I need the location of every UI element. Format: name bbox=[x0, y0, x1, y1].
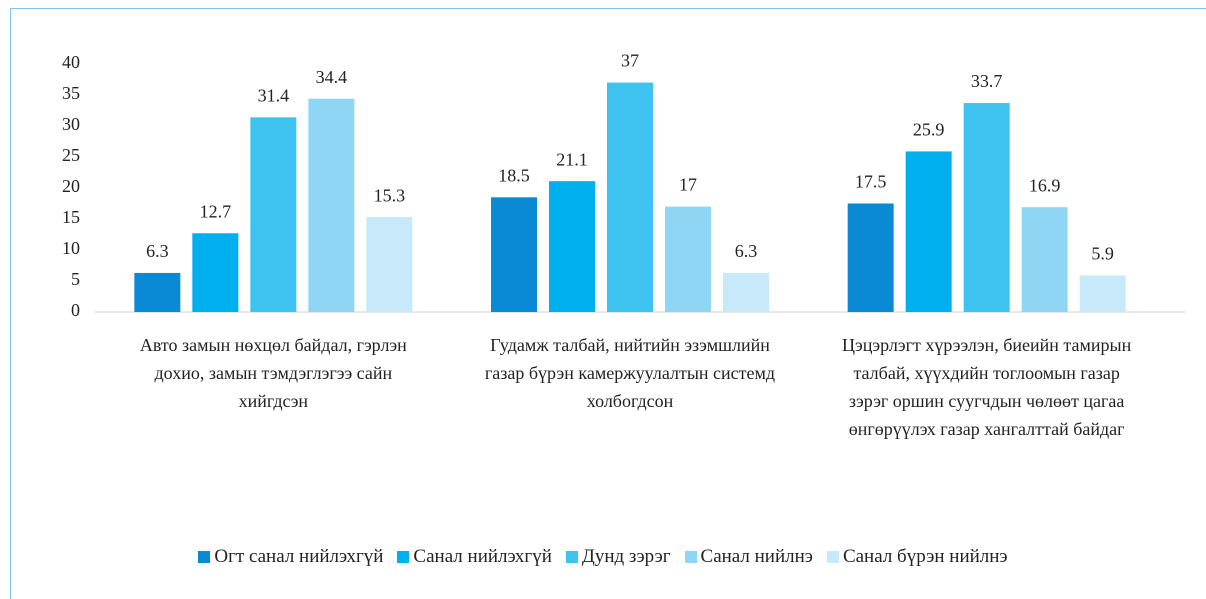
data-label: 16.9 bbox=[1029, 175, 1061, 195]
bar bbox=[665, 206, 711, 312]
bar bbox=[607, 82, 653, 312]
bar bbox=[723, 272, 769, 312]
legend: Огт санал нийлэхгүй Санал нийлэхгүй Дунд з… bbox=[0, 546, 1206, 568]
legend-label: Санал нийлэхгүй bbox=[413, 546, 552, 567]
bar bbox=[308, 98, 355, 312]
bar bbox=[491, 197, 537, 312]
bar bbox=[963, 103, 1010, 312]
legend-swatch bbox=[198, 551, 211, 563]
bar bbox=[847, 203, 894, 312]
legend-label: Санал бүрэн нийлнэ bbox=[842, 546, 1008, 567]
data-label: 17.5 bbox=[855, 172, 887, 192]
bar bbox=[1079, 275, 1126, 312]
legend-swatch bbox=[826, 551, 839, 563]
legend-item: Санал нийлэхгүй bbox=[397, 546, 552, 568]
bar bbox=[366, 217, 413, 312]
bar bbox=[549, 181, 595, 312]
data-label: 17 bbox=[679, 175, 697, 195]
data-label: 34.4 bbox=[316, 67, 348, 87]
y-tick-label: 25 bbox=[62, 145, 80, 165]
y-tick-label: 30 bbox=[62, 114, 80, 134]
data-label: 18.5 bbox=[498, 165, 530, 185]
data-label: 37 bbox=[621, 51, 639, 71]
x-tick-label: Авто замын нөхцөл байдал, гэрлэн дохио, … bbox=[139, 335, 407, 411]
data-label: 6.3 bbox=[146, 241, 169, 261]
legend-label: Огт санал нийлэхгүй bbox=[214, 546, 384, 567]
legend-swatch bbox=[397, 551, 410, 563]
y-tick-label: 5 bbox=[71, 269, 80, 289]
legend-label: Санал нийлнэ bbox=[700, 546, 813, 567]
legend-swatch bbox=[565, 551, 578, 563]
data-label: 12.7 bbox=[200, 201, 232, 221]
data-label: 15.3 bbox=[374, 185, 406, 205]
bar bbox=[250, 117, 297, 312]
y-tick-label: 10 bbox=[62, 238, 80, 258]
bar bbox=[1021, 207, 1068, 312]
frame-border bbox=[10, 8, 1206, 599]
data-label: 5.9 bbox=[1091, 244, 1114, 264]
bar bbox=[134, 272, 181, 312]
y-tick-label: 40 bbox=[62, 52, 80, 72]
y-tick-label: 15 bbox=[62, 207, 80, 227]
legend-item: Огт санал нийлэхгүй bbox=[198, 546, 383, 568]
bar bbox=[905, 151, 952, 312]
y-tick-label: 0 bbox=[71, 300, 80, 320]
legend-label: Дунд зэрэг bbox=[581, 546, 671, 567]
legend-item: Санал нийлнэ bbox=[684, 546, 813, 568]
y-tick-label: 35 bbox=[62, 83, 80, 103]
bar bbox=[192, 233, 239, 312]
data-label: 25.9 bbox=[913, 120, 945, 140]
legend-item: Дунд зэрэг bbox=[565, 546, 671, 568]
data-label: 31.4 bbox=[258, 85, 290, 105]
x-tick-label: Цэцэрлэгт хүрээлэн, биеийн тамирын талба… bbox=[842, 335, 1132, 439]
data-label: 21.1 bbox=[556, 149, 588, 169]
data-label: 6.3 bbox=[735, 241, 758, 261]
x-tick-label: Гудамж талбай, нийтийн эзэмшлийн газар б… bbox=[484, 335, 776, 411]
legend-swatch bbox=[684, 551, 697, 563]
legend-item: Санал бүрэн нийлнэ bbox=[826, 546, 1008, 568]
y-tick-label: 20 bbox=[62, 176, 80, 196]
data-label: 33.7 bbox=[971, 71, 1003, 91]
